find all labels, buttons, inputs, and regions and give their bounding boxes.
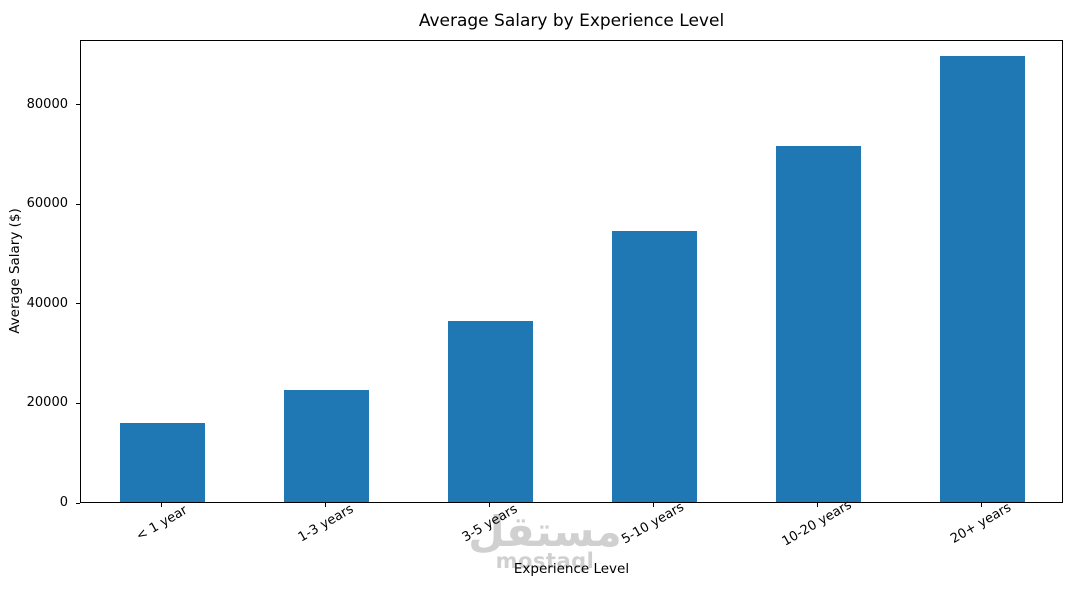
bar-2	[448, 321, 534, 502]
y-tick-mark-1	[76, 402, 80, 404]
x-tick-label-1: 1-3 years	[295, 501, 356, 546]
x-tick-mark-2	[489, 503, 491, 507]
y-tick-label-2: 40000	[26, 295, 68, 311]
x-tick-label-2: 3-5 years	[459, 501, 520, 546]
bar-4	[775, 146, 861, 502]
y-tick-label-0: 0	[59, 495, 68, 510]
y-tick-mark-0	[76, 502, 80, 504]
plot-area	[80, 40, 1063, 503]
y-tick-label-4: 80000	[26, 96, 68, 112]
x-tick-label-0: < 1 year	[133, 502, 191, 545]
x-axis-ticks: < 1 year 1-3 years 3-5 years 5-10 years 10-2…	[80, 498, 1063, 565]
y-tick-mark-4	[76, 104, 80, 106]
x-tick-mark-5	[980, 503, 982, 507]
x-tick-label-5: 20+ years	[948, 500, 1014, 547]
bar-5	[939, 56, 1025, 502]
chart-title: Average Salary by Experience Level	[418, 11, 725, 31]
y-tick-label-3: 60000	[26, 196, 68, 212]
y-tick-label-1: 20000	[26, 395, 68, 411]
x-tick-mark-4	[816, 503, 818, 507]
y-tick-mark-2	[76, 303, 80, 305]
x-tick-mark-1	[325, 503, 327, 507]
bar-1	[284, 389, 370, 502]
x-axis-label: Experience Level	[513, 561, 630, 577]
y-tick-mark-3	[76, 203, 80, 205]
x-tick-mark-3	[652, 503, 654, 507]
y-axis-ticks: 0 20000 40000 60000 80000	[0, 40, 80, 510]
x-tick-mark-0	[161, 503, 163, 507]
bar-3	[611, 230, 697, 502]
bar-0	[120, 423, 206, 502]
